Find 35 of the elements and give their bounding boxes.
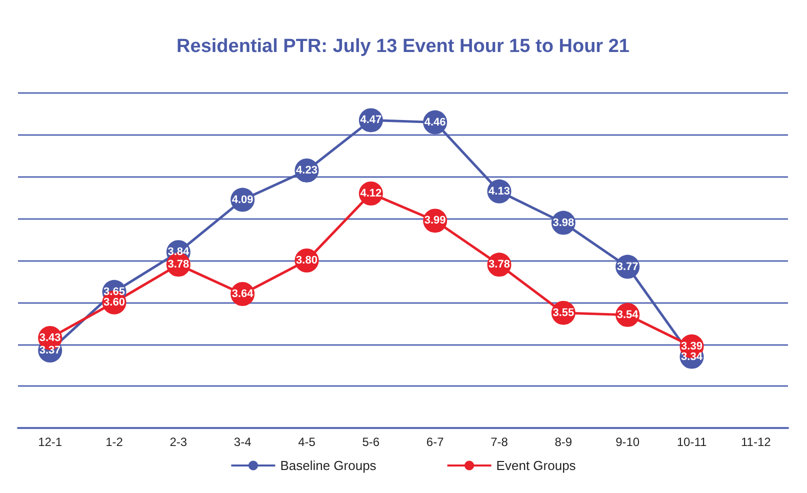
data-label: 3.80 <box>296 254 318 266</box>
x-tick-label: 10-11 <box>676 435 707 449</box>
x-tick-label: 12-1 <box>38 435 62 449</box>
x-tick-label: 4-5 <box>298 435 316 449</box>
chart-title: Residential PTR: July 13 Event Hour 15 to Hour 21 <box>176 36 630 57</box>
data-label: 3.60 <box>104 296 125 308</box>
data-label: 4.23 <box>296 164 318 176</box>
x-tick-label: 2-3 <box>170 435 188 449</box>
x-tick-label: 11-12 <box>741 435 772 449</box>
legend-label: Event Groups <box>496 458 576 473</box>
data-label: 3.64 <box>232 288 254 300</box>
data-label: 3.54 <box>616 308 640 321</box>
data-label: 3.78 <box>488 258 510 271</box>
data-label: 3.78 <box>168 258 190 271</box>
x-tick-label: 9-10 <box>616 435 640 449</box>
data-label: 4.13 <box>488 185 510 198</box>
data-label: 3.55 <box>552 306 574 319</box>
x-tick-label: 6-7 <box>426 435 444 449</box>
data-label: 3.99 <box>424 214 446 227</box>
data-label: 4.12 <box>360 188 382 200</box>
data-label: 4.47 <box>360 114 382 126</box>
data-label: 4.46 <box>424 116 446 128</box>
x-tick-label: 5-6 <box>362 435 380 449</box>
data-label: 3.65 <box>104 286 125 298</box>
x-tick-label: 8-9 <box>554 435 572 449</box>
x-tick-label: 3-4 <box>234 435 252 449</box>
data-label: 3.39 <box>681 340 702 352</box>
x-tick-label: 7-8 <box>490 435 508 449</box>
data-label: 4.09 <box>232 194 254 206</box>
data-label: 3.98 <box>552 216 574 229</box>
data-label: 3.37 <box>39 344 61 357</box>
legend-label: Baseline Groups <box>280 458 377 473</box>
data-label: 3.77 <box>616 260 638 273</box>
data-label: 3.43 <box>39 332 61 344</box>
x-tick-label: 1-2 <box>106 435 124 449</box>
